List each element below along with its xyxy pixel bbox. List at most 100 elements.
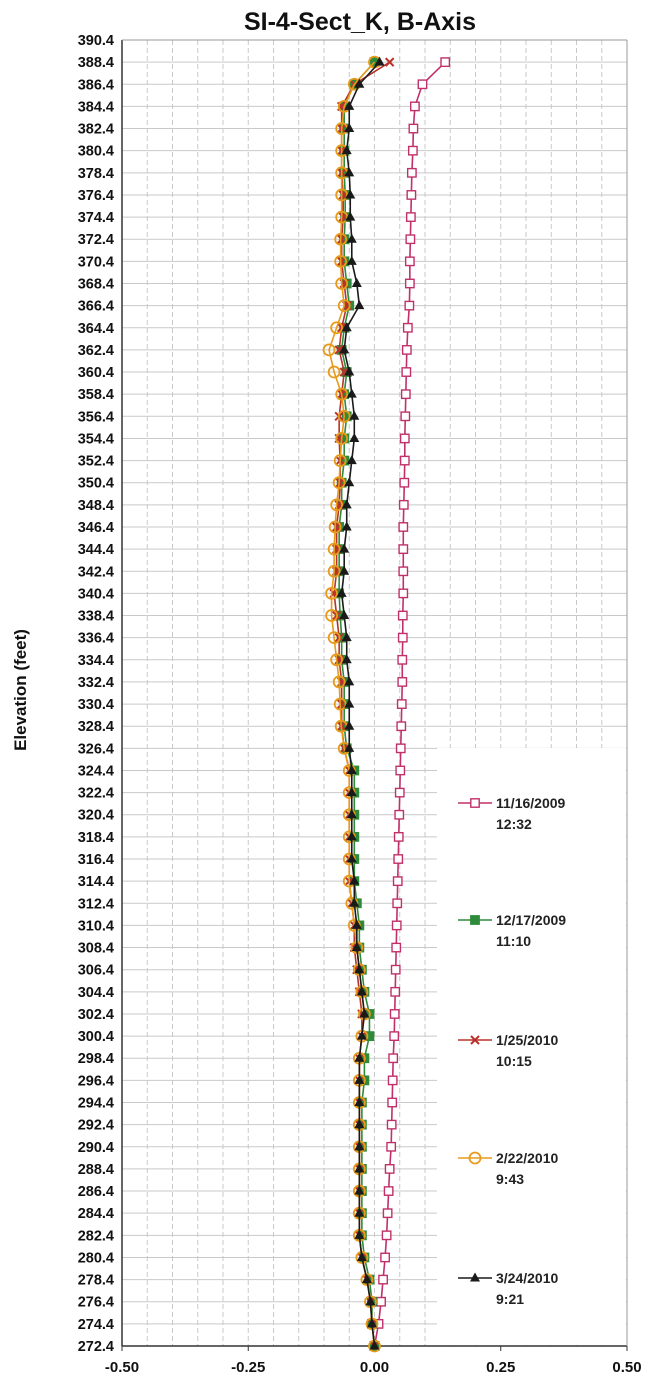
data-point (398, 566, 409, 577)
data-point (344, 366, 355, 376)
data-point (383, 1186, 394, 1196)
y-tick-label: 390.4 (78, 33, 114, 49)
y-tick-label: 336.4 (78, 631, 114, 647)
series-layer (322, 55, 451, 1353)
y-tick-label: 388.4 (78, 55, 114, 71)
y-tick-label: 292.4 (78, 1118, 114, 1134)
data-point (366, 1318, 377, 1328)
y-tick-label: 332.4 (78, 675, 114, 691)
legend-label: 10:15 (496, 1053, 532, 1069)
data-point (406, 167, 417, 178)
data-point (391, 920, 402, 931)
data-point (394, 809, 405, 820)
data-point (344, 167, 355, 177)
legend-label: 12/17/2009 (496, 912, 566, 928)
legend-label: 2/22/2010 (496, 1150, 558, 1166)
data-point (344, 123, 355, 133)
data-point (410, 101, 420, 112)
data-point (398, 499, 409, 510)
data-point (382, 1208, 393, 1219)
data-point (359, 1008, 370, 1018)
data-point (341, 145, 352, 155)
y-tick-label: 312.4 (78, 896, 114, 912)
y-tick-label: 370.4 (78, 254, 114, 270)
data-point (369, 1340, 380, 1350)
data-point (328, 520, 342, 534)
legend-entry: 1/25/2010 10:15 (458, 1032, 558, 1069)
data-point (365, 1296, 376, 1306)
data-point (332, 476, 346, 490)
legend-label: 11/16/2009 (496, 795, 566, 811)
y-tick-label: 296.4 (78, 1073, 114, 1089)
data-point (322, 343, 336, 357)
y-tick-label: 348.4 (78, 498, 114, 514)
data-point (470, 798, 480, 808)
data-point (332, 675, 346, 689)
data-point (335, 188, 349, 202)
legend-label: 11:10 (496, 933, 531, 949)
y-tick-label: 318.4 (78, 830, 114, 846)
y-tick-label: 288.4 (78, 1162, 114, 1178)
y-tick-label: 386.4 (78, 77, 114, 93)
data-point (333, 454, 347, 467)
x-tick-label: -0.50 (105, 1359, 139, 1376)
data-point (330, 321, 344, 335)
data-point (354, 1207, 365, 1217)
y-tick-label: 382.4 (78, 122, 114, 138)
data-point (346, 853, 357, 863)
data-point (401, 367, 412, 377)
y-tick-label: 326.4 (78, 741, 114, 757)
data-point (391, 942, 402, 953)
legend-label: 9:43 (496, 1171, 524, 1187)
y-tick-label: 310.4 (78, 918, 114, 934)
data-point (327, 542, 341, 556)
data-point (339, 543, 350, 553)
y-tick-label: 272.4 (78, 1339, 114, 1355)
y-tick-label: 290.4 (78, 1140, 114, 1156)
data-point (330, 653, 344, 667)
data-point (341, 632, 352, 642)
y-tick-label: 278.4 (78, 1273, 114, 1289)
data-point (390, 964, 401, 975)
y-tick-label: 372.4 (78, 232, 114, 248)
y-tick-label: 304.4 (78, 985, 114, 1001)
data-point (354, 1141, 365, 1151)
data-point (356, 986, 367, 996)
y-tick-label: 350.4 (78, 476, 114, 492)
data-point (346, 255, 357, 265)
data-point (398, 588, 409, 599)
data-point (344, 742, 355, 752)
data-point (339, 565, 350, 575)
data-point (380, 1252, 391, 1263)
data-point (395, 743, 406, 754)
data-point (346, 787, 357, 797)
data-point (354, 1097, 365, 1107)
data-point (404, 278, 415, 289)
data-point (417, 79, 428, 90)
chart-title: SI-4-Sect_K, B-Axis (244, 8, 476, 36)
data-point (334, 254, 348, 268)
data-point (336, 234, 347, 244)
data-point (397, 610, 408, 621)
legend-label: 9:21 (496, 1291, 524, 1307)
data-point (440, 57, 451, 68)
axes: 388.4 386.4 384.4 382.4 380.4 378.4 376.4 374.4… (78, 33, 642, 1376)
y-tick-label: 360.4 (78, 365, 114, 381)
data-point (384, 57, 395, 67)
data-point (351, 277, 362, 287)
data-point (401, 344, 412, 355)
data-point (387, 1097, 398, 1108)
legend-entry: 2/22/2010 9:43 (458, 1150, 558, 1187)
x-tick-label: 0.00 (360, 1359, 389, 1376)
data-point (344, 698, 355, 708)
data-point (327, 631, 341, 645)
y-tick-label: 366.4 (78, 299, 114, 315)
data-point (387, 1075, 398, 1086)
data-point (354, 964, 365, 974)
data-point (327, 365, 341, 379)
y-tick-label: 362.4 (78, 343, 114, 359)
data-point (341, 322, 352, 332)
data-point (327, 564, 341, 578)
data-point (404, 300, 415, 311)
